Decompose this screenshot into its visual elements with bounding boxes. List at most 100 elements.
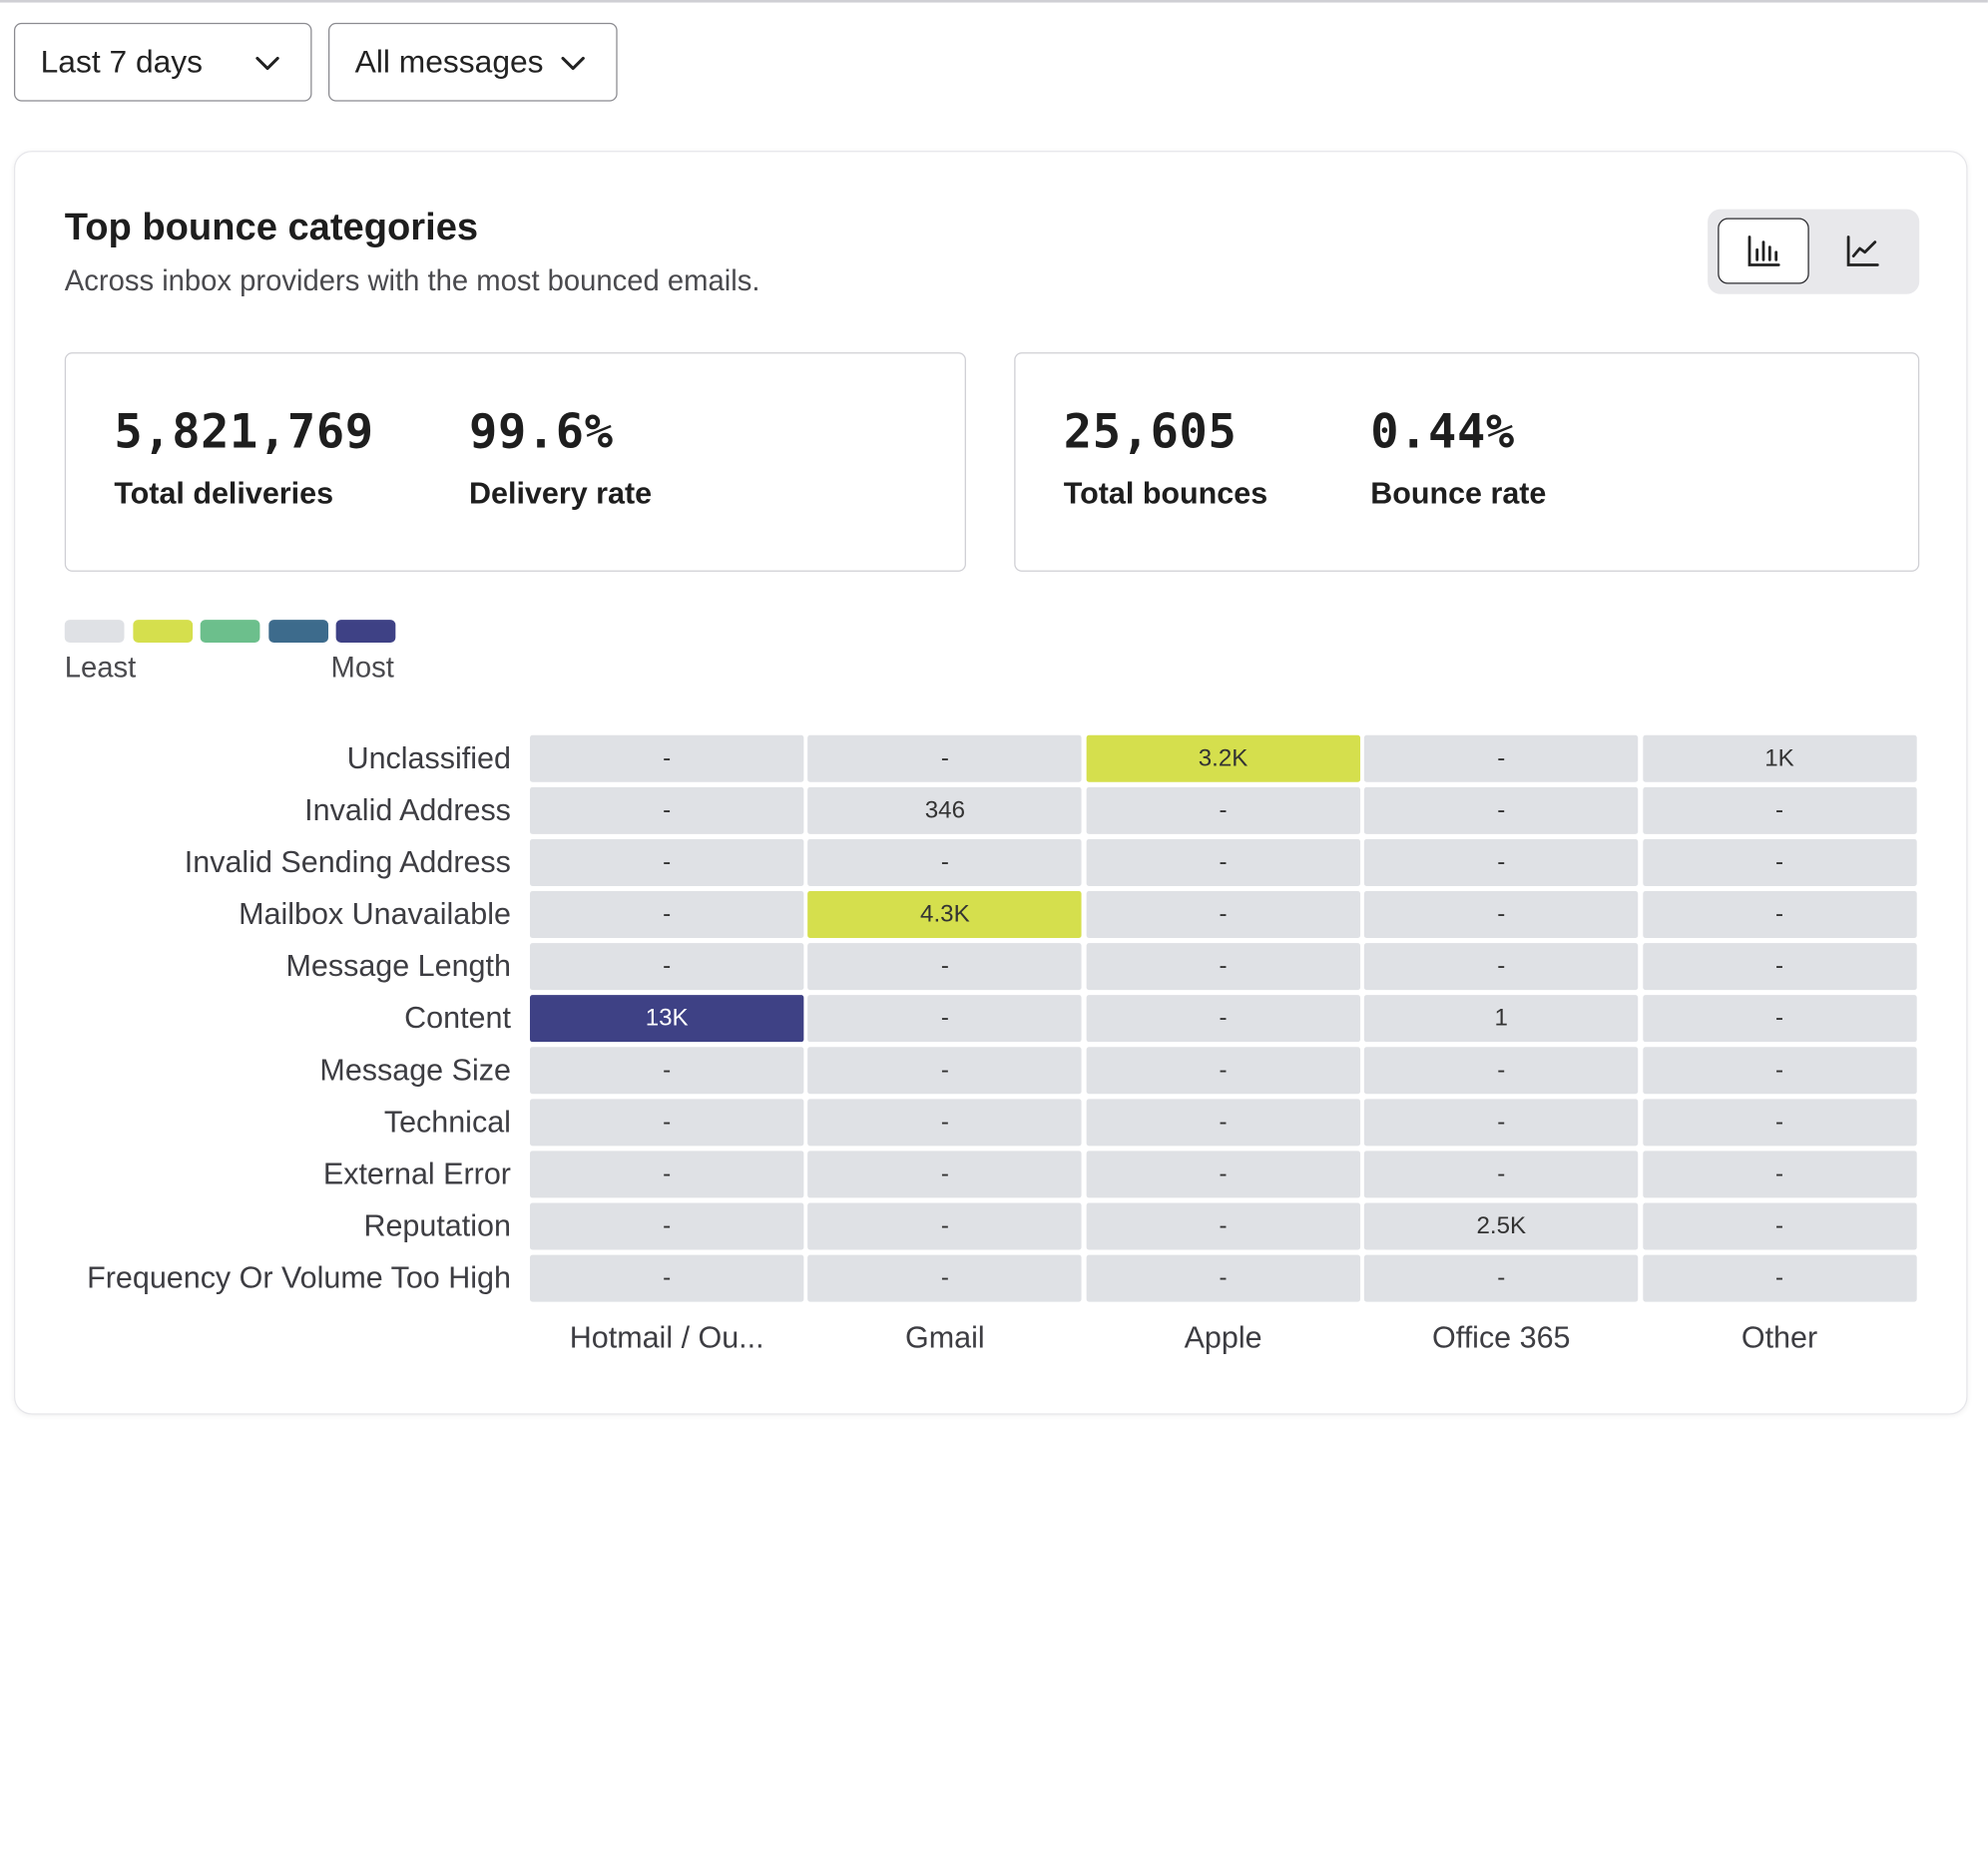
heatmap-cell[interactable]: - [1086,1254,1360,1302]
heatmap-cell[interactable]: - [1642,1047,1917,1095]
heatmap-cell[interactable]: - [1642,838,1917,886]
heatmap-column-label: Apple [1184,1320,1262,1355]
heatmap-cell[interactable]: - [1086,1202,1360,1250]
total-bounces-label: Total bounces [1063,476,1268,511]
heatmap-cell[interactable]: - [1364,838,1639,886]
heatmap-row-label: Reputation [363,1208,511,1244]
heatmap-cell[interactable]: - [529,891,804,939]
heatmap-cell[interactable]: - [807,1254,1083,1302]
heatmap-cell[interactable]: 1 [1364,995,1639,1043]
heatmap-row-label: Invalid Address [304,793,511,828]
heatmap-row-label: Invalid Sending Address [184,845,511,880]
heatmap-cell[interactable]: - [1364,943,1639,991]
delivery-rate-label: Delivery rate [469,476,653,511]
heatmap-cell[interactable]: - [1364,891,1639,939]
card-title: Top bounce categories [64,207,479,248]
bar-chart-view-button[interactable] [1718,218,1809,284]
bounce-categories-card: Top bounce categories Across inbox provi… [13,151,1968,1415]
heatmap-cell[interactable]: - [1642,1099,1917,1147]
bar-chart-icon [1747,235,1780,266]
legend-most-label: Most [330,650,394,684]
heatmap-cell[interactable]: 3.2K [1086,734,1360,782]
chart-view-toggle [1708,209,1920,294]
heatmap-cell[interactable]: - [1086,1099,1360,1147]
heatmap-cell[interactable]: - [1086,943,1360,991]
heatmap-cell[interactable]: - [1642,1202,1917,1250]
heatmap-cell[interactable]: 4.3K [807,891,1083,939]
bounce-rate-value: 0.44% [1370,404,1515,459]
legend-swatch [335,620,396,644]
heatmap-row-label: Unclassified [346,741,511,776]
heatmap-cell[interactable]: - [1364,1099,1639,1147]
heatmap-cell[interactable]: - [1642,786,1917,834]
heatmap-cell[interactable]: 346 [807,786,1083,834]
heatmap-row-label: Message Size [319,1053,511,1088]
heatmap-cell[interactable]: - [807,1099,1083,1147]
heatmap-column-label: Hotmail / Ou... [569,1320,764,1355]
heatmap-cell[interactable]: - [807,1202,1083,1250]
heatmap-cell[interactable]: - [529,1151,804,1198]
heatmap-cell[interactable]: - [807,995,1083,1043]
heatmap-cell[interactable]: - [529,943,804,991]
heatmap-column-label: Office 365 [1432,1320,1571,1355]
heatmap-cell[interactable]: - [1364,1254,1639,1302]
heatmap-cell[interactable]: - [529,734,804,782]
message-filter-label: All messages [354,43,544,80]
heatmap-cell[interactable]: - [529,1202,804,1250]
heatmap-cell[interactable]: - [1364,734,1639,782]
heatmap-cell[interactable]: - [807,838,1083,886]
heatmap-cell[interactable]: - [1086,1151,1360,1198]
delivery-rate-value: 99.6% [469,404,614,459]
heatmap-cell[interactable]: 13K [529,995,804,1043]
chevron-down-icon [255,56,279,71]
heatmap-row-label: Message Length [285,949,511,984]
heatmap-cell[interactable]: - [529,838,804,886]
heatmap-cell[interactable]: - [1642,1151,1917,1198]
legend-swatch [200,620,260,644]
legend-swatch [267,620,328,644]
heatmap-cell[interactable]: - [1642,995,1917,1043]
heatmap-cell[interactable]: 2.5K [1364,1202,1639,1250]
bounce-rate-label: Bounce rate [1370,476,1547,511]
heatmap-cell[interactable]: - [807,943,1083,991]
heatmap-cell[interactable]: - [529,1047,804,1095]
heatmap-cell[interactable]: - [807,1047,1083,1095]
heatmap-cell[interactable]: - [1086,995,1360,1043]
line-chart-view-button[interactable] [1816,218,1907,283]
top-divider [0,0,1988,3]
legend-swatch [64,620,125,644]
date-range-dropdown[interactable]: Last 7 days [13,22,312,102]
heatmap-cell[interactable]: 1K [1642,734,1917,782]
heatmap-row-label: Content [404,1001,511,1036]
date-range-label: Last 7 days [40,43,204,80]
heatmap-cell[interactable]: - [807,1151,1083,1198]
heatmap-cell[interactable]: - [1642,1254,1917,1302]
heatmap-cell[interactable]: - [1642,943,1917,991]
heatmap-cell[interactable]: - [1364,786,1639,834]
bounces-stat-card: 25,605 Total bounces 0.44% Bounce rate [1014,352,1920,572]
heatmap-cell[interactable]: - [807,734,1083,782]
card-subtitle: Across inbox providers with the most bou… [64,263,760,297]
heatmap-cell[interactable]: - [529,1099,804,1147]
heatmap-cell[interactable]: - [1086,891,1360,939]
heatmap-row-label: Mailbox Unavailable [239,897,511,932]
heatmap-cell[interactable]: - [1364,1151,1639,1198]
heatmap-column-label: Gmail [905,1320,985,1355]
total-deliveries-label: Total deliveries [114,476,334,511]
heatmap-cell[interactable]: - [1364,1047,1639,1095]
heatmap-row-label: Frequency Or Volume Too High [87,1260,511,1296]
total-bounces-value: 25,605 [1063,404,1238,459]
heatmap-cell[interactable]: - [529,786,804,834]
legend-least-label: Least [64,650,137,684]
heatmap-cell[interactable]: - [1642,891,1917,939]
heatmap-column-label: Other [1740,1320,1818,1355]
line-chart-icon [1846,235,1879,266]
heatmap-cell[interactable]: - [529,1254,804,1302]
heatmap-cell[interactable]: - [1086,786,1360,834]
legend-swatch [132,620,193,644]
heatmap-cell[interactable]: - [1086,1047,1360,1095]
chevron-down-icon [561,56,585,71]
heatmap-cell[interactable]: - [1086,838,1360,886]
message-filter-dropdown[interactable]: All messages [328,22,618,102]
heatmap-row-label: External Error [322,1157,511,1192]
